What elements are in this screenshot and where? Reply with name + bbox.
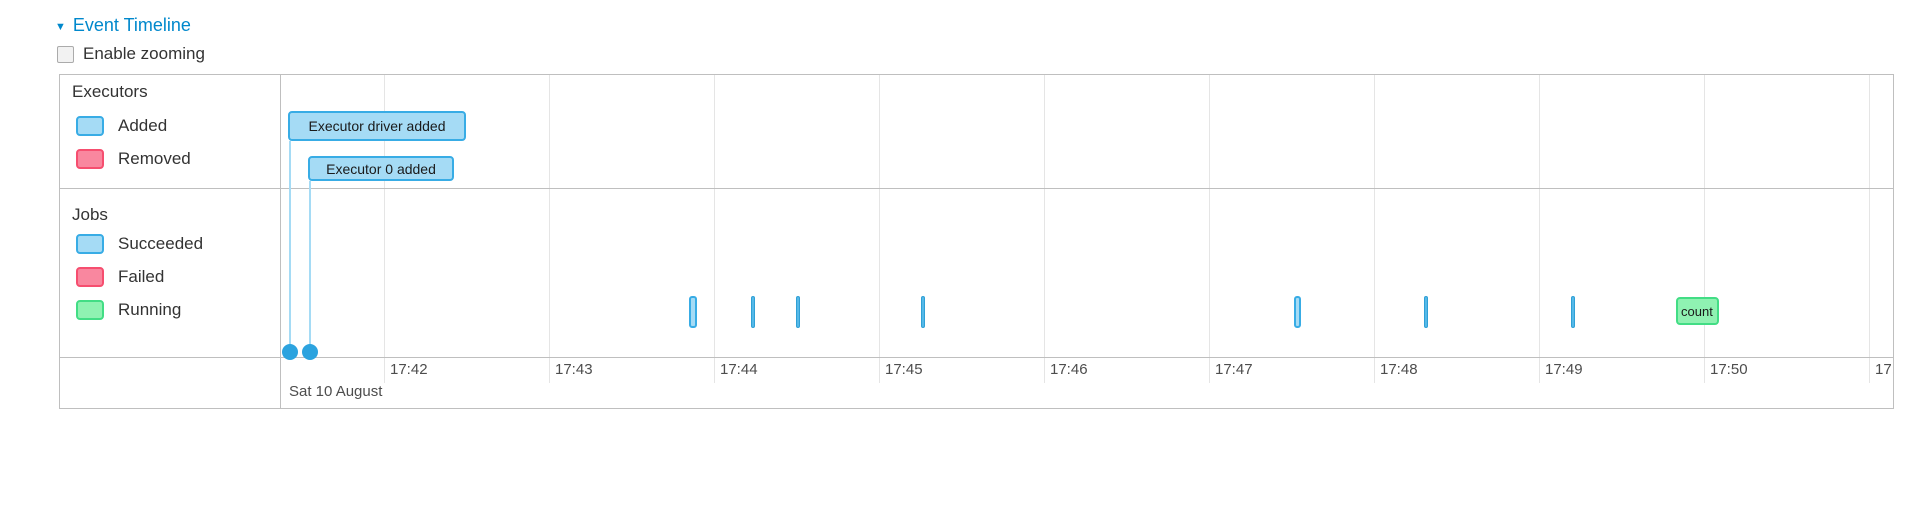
succeeded-job-item[interactable] (689, 296, 697, 328)
axis-tick (1044, 358, 1045, 383)
vertical-gridline (1209, 75, 1210, 357)
time-axis-line (60, 357, 1893, 358)
enable-zooming-checkbox[interactable] (57, 45, 74, 63)
axis-tick-label: 17:51 (1875, 361, 1893, 378)
axis-tick-label: 17:49 (1545, 361, 1583, 378)
jobs-group-label: Jobs (72, 205, 108, 224)
legend-item-label: Succeeded (118, 234, 204, 253)
timeline-chart[interactable]: Executors Added Removed Jobs Succeeded Fai… (59, 74, 1894, 409)
vertical-gridline (1374, 75, 1375, 357)
vertical-gridline (384, 75, 385, 357)
executors-group-label: Executors (72, 82, 148, 101)
axis-tick-label: 17:45 (885, 361, 923, 378)
succeeded-job-item[interactable] (796, 296, 800, 328)
blue-swatch-icon (76, 116, 104, 136)
axis-tick (879, 358, 880, 383)
vertical-gridline (1869, 75, 1870, 357)
legend-item-failed: Failed (76, 266, 164, 288)
succeeded-job-item[interactable] (1424, 296, 1428, 328)
legend-item-removed: Removed (76, 148, 191, 170)
pink-swatch-icon (76, 267, 104, 287)
legend-item-label: Removed (118, 149, 191, 168)
axis-tick (384, 358, 385, 383)
axis-tick (1209, 358, 1210, 383)
executor-event-line (289, 141, 291, 352)
vertical-gridline (549, 75, 550, 357)
vertical-gridline (879, 75, 880, 357)
vertical-gridline (714, 75, 715, 357)
axis-tick (549, 358, 550, 383)
running-job-item[interactable]: count (1676, 297, 1719, 325)
section-title: Event Timeline (72, 15, 191, 35)
executor-added-event[interactable]: Executor driver added (288, 111, 466, 141)
axis-tick-label: 17:48 (1380, 361, 1418, 378)
legend-item-label: Added (118, 116, 168, 135)
blue-swatch-icon (76, 234, 104, 254)
axis-tick-label: 17:44 (720, 361, 758, 378)
legend-item-label: Running (118, 300, 182, 319)
axis-tick (1539, 358, 1540, 383)
axis-tick (1374, 358, 1375, 383)
legend-item-running: Running (76, 299, 181, 321)
executor-added-event[interactable]: Executor 0 added (308, 156, 454, 181)
axis-tick-label: 17:50 (1710, 361, 1748, 378)
succeeded-job-item[interactable] (1294, 296, 1301, 328)
succeeded-job-item[interactable] (1571, 296, 1575, 328)
collapse-arrow-icon: ▼ (55, 20, 66, 33)
enable-zooming-label[interactable]: Enable zooming (83, 44, 205, 63)
succeeded-job-item[interactable] (921, 296, 925, 328)
axis-tick-label: 17:43 (555, 361, 593, 378)
axis-tick (1704, 358, 1705, 383)
succeeded-job-item[interactable] (751, 296, 755, 328)
legend-item-label: Failed (118, 267, 165, 286)
event-timeline-toggle[interactable]: ▼ Event Timeline (55, 15, 191, 36)
axis-tick (1869, 358, 1870, 383)
legend-item-added: Added (76, 115, 167, 137)
vertical-gridline (1539, 75, 1540, 357)
executor-event-dot (302, 344, 318, 360)
legend-column-separator (280, 75, 281, 408)
executors-jobs-divider (60, 188, 1893, 189)
vertical-gridline (1704, 75, 1705, 357)
axis-tick-label: 17:42 (390, 361, 428, 378)
axis-tick-label: 17:47 (1215, 361, 1253, 378)
green-swatch-icon (76, 300, 104, 320)
zoom-controls: Enable zooming (57, 44, 205, 64)
executor-event-line (309, 181, 311, 352)
vertical-gridline (1044, 75, 1045, 357)
axis-tick-label: 17:46 (1050, 361, 1088, 378)
legend-item-succeeded: Succeeded (76, 233, 203, 255)
executor-event-dot (282, 344, 298, 360)
axis-tick (714, 358, 715, 383)
pink-swatch-icon (76, 149, 104, 169)
axis-major-date-label: Sat 10 August (289, 383, 383, 400)
